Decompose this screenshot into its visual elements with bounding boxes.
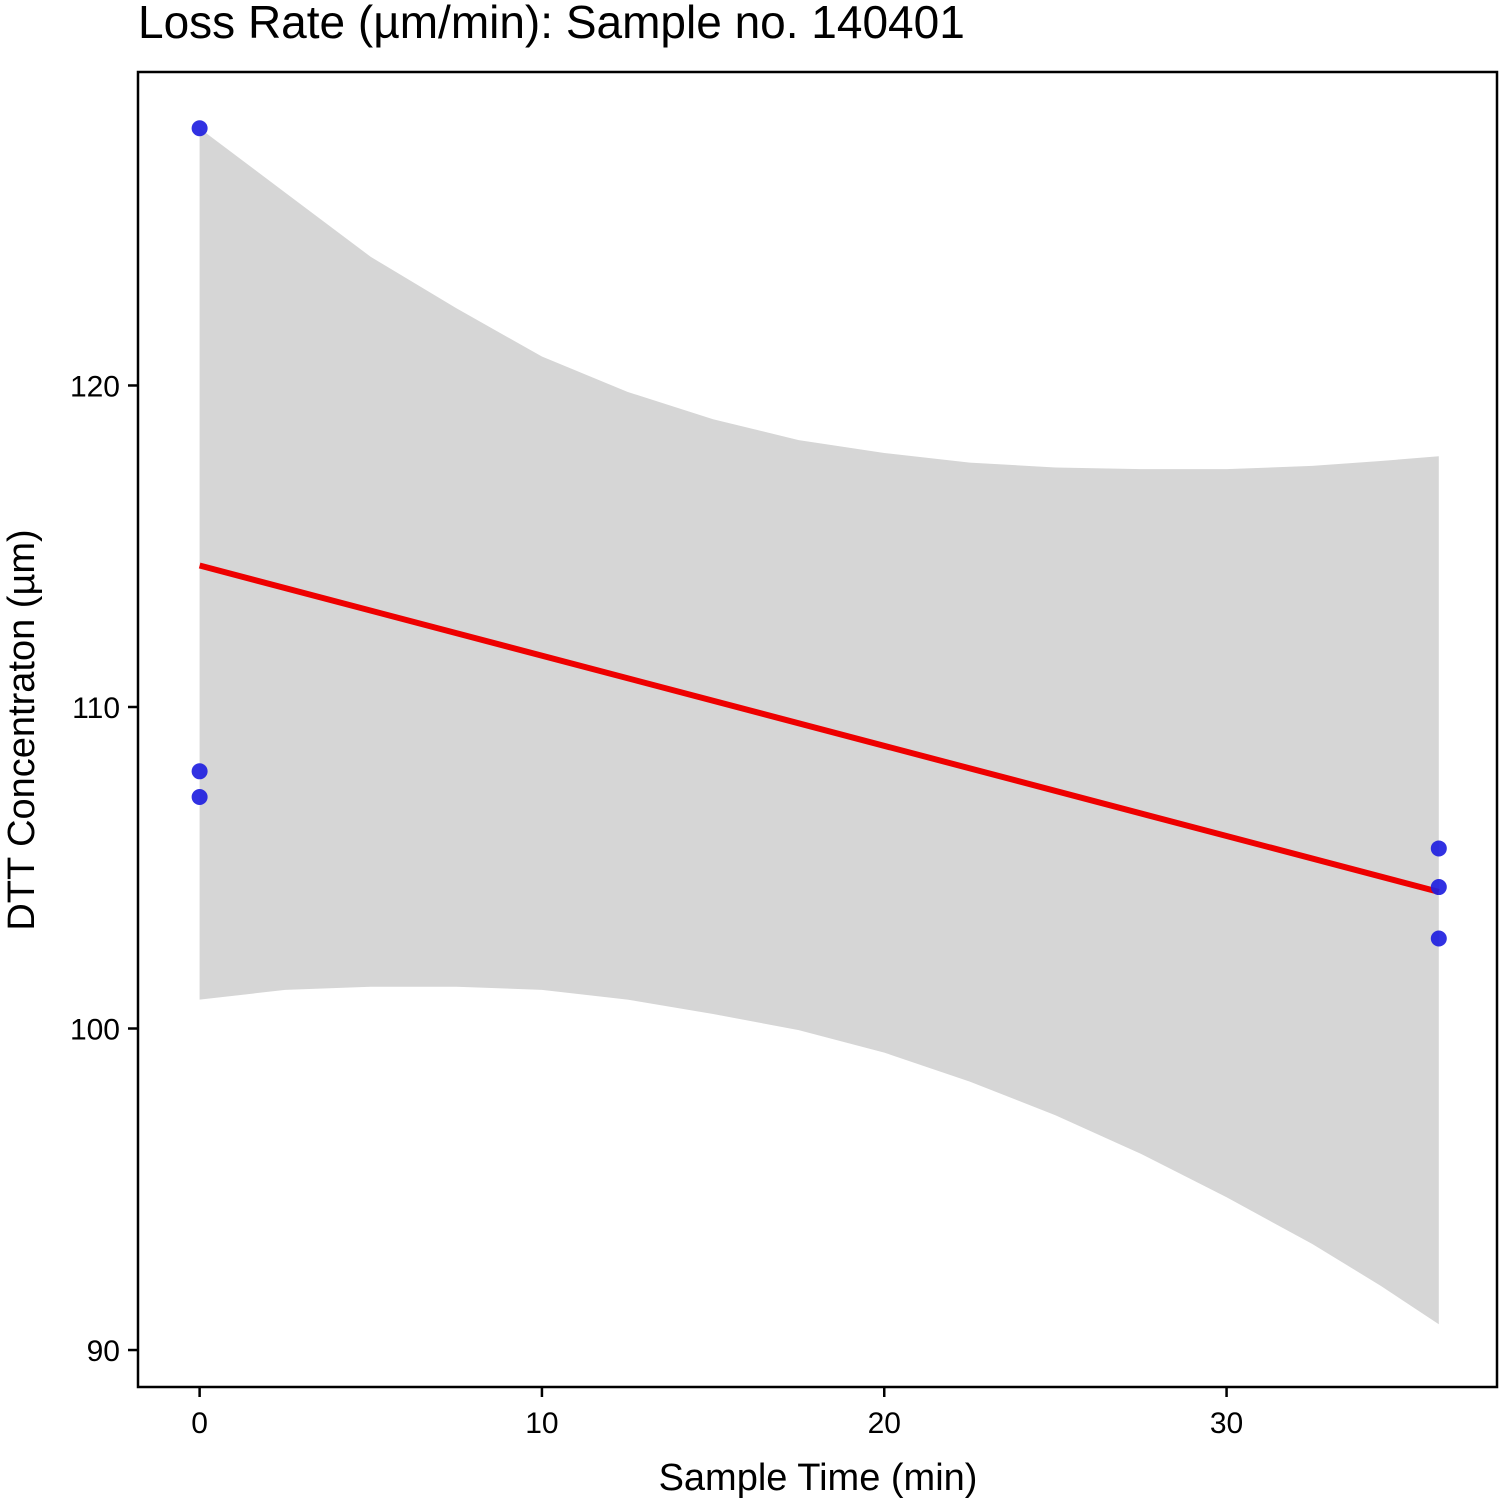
plot-area (191, 120, 1447, 1325)
plot-frame (136, 70, 1499, 1389)
data-point-5 (1430, 879, 1447, 896)
x-tick-label-0: 0 (191, 1407, 208, 1440)
data-point-3 (191, 789, 208, 806)
y-tick-label-120: 120 (70, 370, 120, 403)
axes: 0 10 20 30 90 100 110 120 (70, 70, 1499, 1440)
y-axis-title: DTT Concentraton (µm) (1, 529, 43, 930)
chart-title: Loss Rate (µm/min): Sample no. 140401 (138, 0, 965, 48)
x-tick-label-30: 30 (1210, 1407, 1243, 1440)
x-tick-label-10: 10 (525, 1407, 558, 1440)
data-point-2 (191, 763, 208, 780)
regression-line (198, 562, 1440, 895)
y-tick-label-90: 90 (87, 1335, 120, 1368)
data-point-6 (1430, 930, 1447, 947)
data-point-4 (1430, 840, 1447, 857)
y-tick-label-110: 110 (72, 692, 120, 725)
data-point-1 (191, 120, 208, 137)
x-tick-label-20: 20 (868, 1407, 901, 1440)
x-axis-title: Sample Time (min) (659, 1457, 978, 1499)
y-tick-label-100: 100 (70, 1014, 120, 1047)
